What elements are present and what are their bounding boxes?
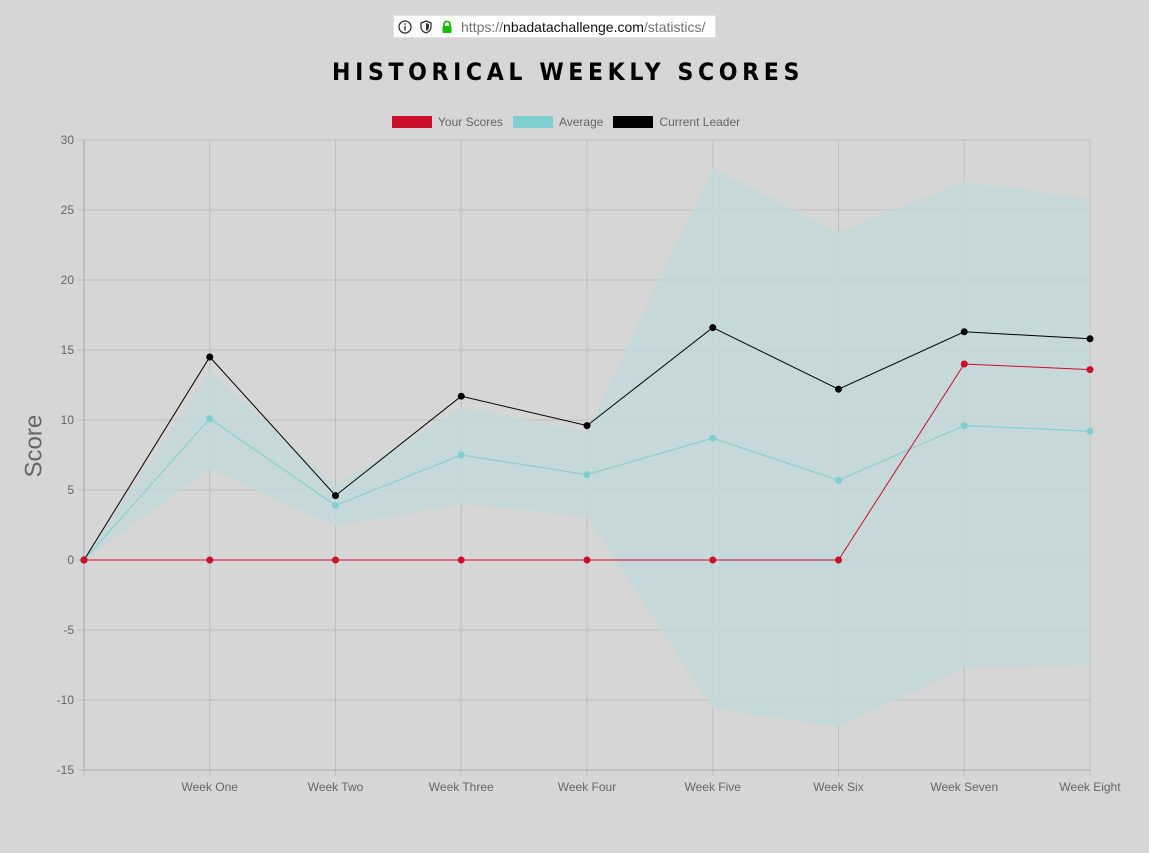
data-point-your-scores — [80, 556, 88, 564]
data-point-current-leader — [457, 392, 465, 400]
x-tick-label: Week Eight — [1059, 780, 1121, 794]
x-tick-label: Week Three — [429, 780, 494, 794]
x-tick-label: Week Five — [685, 780, 742, 794]
data-point-current-leader — [709, 324, 717, 332]
data-point-your-scores — [583, 556, 591, 564]
url-text[interactable]: https://nbadatachallenge.com/statistics/ — [461, 19, 705, 35]
data-point-average — [960, 422, 968, 430]
data-point-average — [206, 415, 214, 423]
legend-swatch-your-scores — [392, 116, 432, 128]
url-path: /statistics/ — [643, 18, 706, 35]
data-point-your-scores — [206, 556, 214, 564]
data-point-current-leader — [206, 353, 214, 361]
data-point-average — [709, 434, 717, 442]
legend-label-average: Average — [558, 115, 604, 129]
data-point-average — [583, 471, 591, 479]
data-point-your-scores — [835, 556, 842, 564]
data-point-current-leader — [960, 328, 968, 336]
data-point-current-leader — [332, 492, 339, 500]
data-point-your-scores — [709, 556, 717, 564]
x-tick-label: Week Four — [558, 780, 616, 794]
y-tick-label: 15 — [61, 343, 75, 357]
y-tick-label: 30 — [61, 133, 75, 147]
y-tick-label: -10 — [57, 693, 75, 707]
y-tick-label: 20 — [61, 273, 75, 287]
data-point-current-leader — [1086, 335, 1094, 343]
y-tick-label: 25 — [61, 203, 75, 217]
x-tick-label: Week One — [182, 780, 239, 794]
data-point-average — [332, 501, 339, 509]
score-range-band — [84, 168, 1090, 727]
data-point-current-leader — [583, 422, 591, 430]
chart-legend: Your Scores Average Current Leader — [392, 115, 750, 129]
x-tick-label: Week Seven — [930, 780, 998, 794]
data-point-your-scores — [1086, 366, 1094, 374]
data-point-average — [1086, 427, 1094, 435]
y-tick-label: 10 — [61, 413, 75, 427]
url-protocol: https:// — [461, 18, 504, 35]
legend-label-current-leader: Current Leader — [659, 115, 741, 129]
data-point-average — [457, 451, 465, 459]
data-point-average — [835, 476, 842, 484]
data-point-your-scores — [332, 556, 339, 564]
url-host: nbadatachallenge.com — [503, 18, 644, 35]
legend-label-your-scores: Your Scores — [438, 115, 503, 129]
x-tick-label: Week Six — [813, 780, 863, 794]
y-tick-label: 5 — [67, 483, 74, 497]
page-title: HISTORICAL WEEKLY SCORES — [332, 58, 804, 86]
x-tick-label: Week Two — [308, 780, 364, 794]
legend-item-current-leader[interactable]: Current Leader — [613, 115, 740, 129]
info-icon[interactable] — [395, 17, 415, 37]
legend-item-average[interactable]: Average — [512, 115, 604, 129]
tracking-shield-icon[interactable] — [416, 17, 436, 37]
y-tick-label: 0 — [67, 553, 74, 567]
url-bar[interactable]: https://nbadatachallenge.com/statistics/ — [393, 15, 716, 38]
data-point-current-leader — [835, 385, 842, 393]
y-tick-label: -15 — [57, 763, 75, 777]
y-tick-label: -5 — [63, 623, 74, 637]
legend-swatch-average — [512, 116, 553, 128]
data-point-your-scores — [960, 360, 968, 368]
legend-item-your-scores[interactable]: Your Scores — [392, 115, 503, 129]
legend-swatch-current-leader — [613, 116, 654, 128]
lock-icon[interactable] — [437, 17, 457, 37]
data-point-your-scores — [457, 556, 465, 564]
